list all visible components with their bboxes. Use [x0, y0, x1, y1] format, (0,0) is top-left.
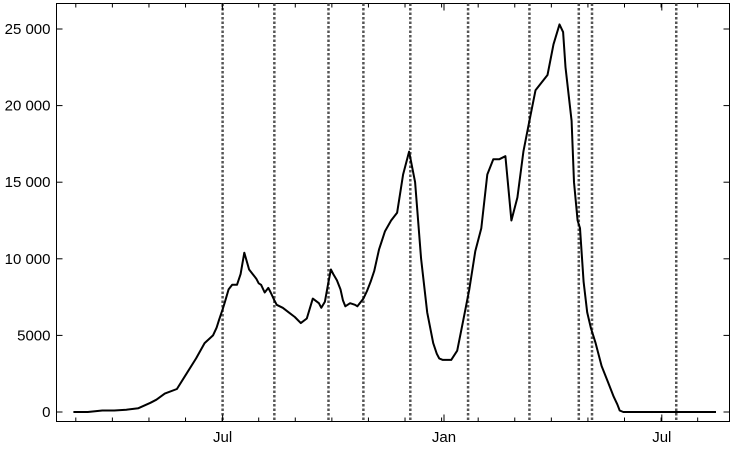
series-layer [73, 23, 716, 413]
plot-frame [56, 3, 730, 422]
y-tick-label: 10 000 [5, 251, 51, 268]
x-tick-label: Jul [652, 429, 671, 446]
series-line [73, 23, 716, 413]
x-axis-ticks: Jul Jan Jul [213, 3, 671, 446]
y-axis-ticks: 0 5000 10 000 15 000 20 000 25 000 [5, 21, 730, 421]
y-tick-label: 5000 [17, 327, 50, 344]
y-tick-label: 25 000 [5, 21, 51, 38]
y-tick-label: 0 [42, 404, 50, 421]
minor-ticks [75, 3, 699, 422]
y-tick-label: 15 000 [5, 174, 51, 191]
event-lines [221, 3, 678, 422]
x-tick-label: Jan [432, 429, 456, 446]
x-tick-label: Jul [213, 429, 232, 446]
y-tick-label: 20 000 [5, 98, 51, 115]
